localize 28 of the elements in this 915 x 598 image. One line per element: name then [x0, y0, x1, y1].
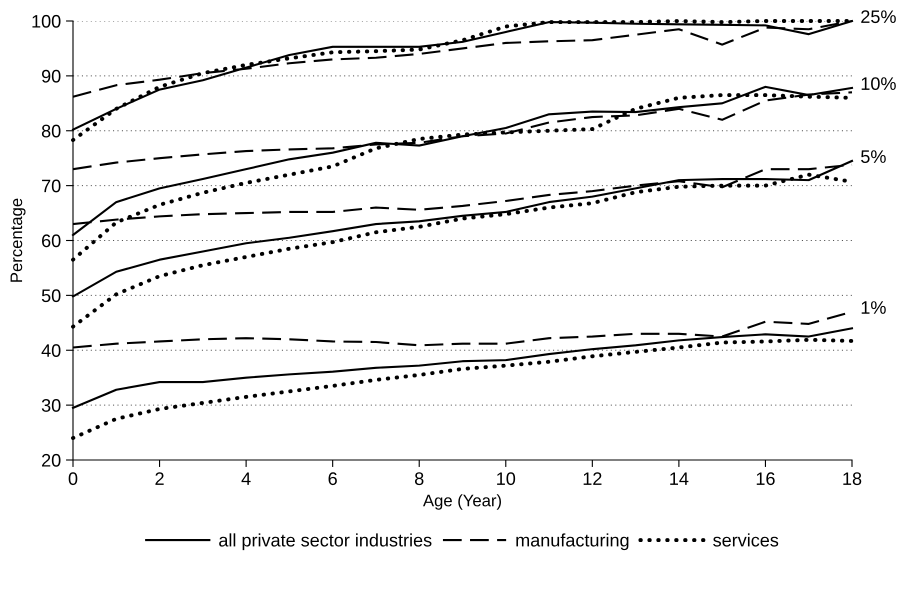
x-tick-label: 8: [414, 472, 424, 486]
y-tick-label: 20: [42, 454, 60, 467]
y-tick-label: 40: [42, 344, 60, 357]
x-tick-label: 0: [68, 472, 78, 486]
x-tick-label: 2: [155, 472, 164, 485]
x-tick-label: 12: [584, 472, 602, 485]
x-tick-label: 6: [328, 472, 337, 486]
y-tick-label: 60: [42, 234, 60, 248]
legend-label: manufacturing: [516, 533, 628, 550]
y-tick-label: 50: [42, 289, 60, 302]
x-tick-label: 4: [242, 472, 251, 485]
x-tick-label: 14: [670, 472, 688, 485]
y-tick-label: 80: [42, 124, 60, 138]
text: 5%: [861, 150, 886, 163]
y-tick-label: 30: [42, 399, 60, 412]
text: 25%: [861, 10, 896, 24]
text: 1%: [862, 301, 886, 314]
x-tick-label: 10: [497, 472, 516, 486]
y-tick-label: 100: [32, 14, 60, 28]
y-tick-label: 90: [42, 70, 60, 83]
y-axis-title: Percentage: [10, 198, 26, 282]
x-axis-title: Age (Year): [423, 494, 502, 510]
x-tick-label: 18: [843, 472, 862, 486]
legend-label: services: [713, 533, 778, 547]
x-tick-label: 16: [756, 472, 775, 486]
y-tick-label: 70: [42, 180, 60, 192]
legend-label: all private sector industries: [219, 533, 432, 550]
text: 10%: [862, 77, 896, 90]
